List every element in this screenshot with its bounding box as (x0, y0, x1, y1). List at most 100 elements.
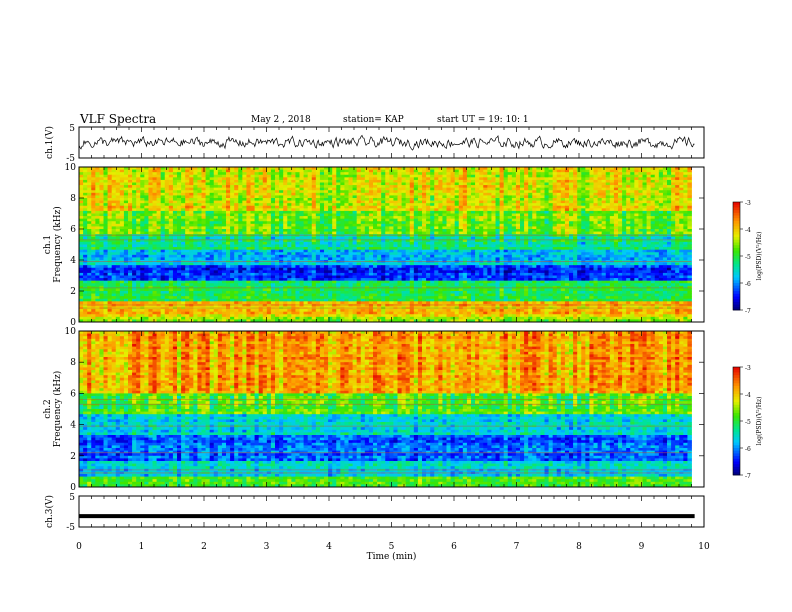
spectrogram-cell (140, 177, 145, 181)
spectrogram-cell (548, 241, 554, 245)
spectrogram-cell (205, 174, 211, 178)
spectrogram-cell (381, 174, 386, 178)
spectrogram-cell (389, 200, 394, 204)
spectrogram-cell (671, 236, 676, 240)
spectrogram-cell (254, 203, 260, 207)
spectrogram-cell (238, 229, 243, 232)
spectrogram-cell (552, 179, 558, 183)
spectrogram-cell (417, 221, 423, 225)
spectrogram-cell (589, 239, 594, 243)
spectrogram-cell (548, 167, 554, 170)
spectrogram-cell (360, 200, 366, 204)
spectrogram-cell (368, 231, 374, 235)
spectrogram-cell (679, 190, 684, 194)
spectrogram-cell (638, 200, 643, 204)
spectrogram-cell (491, 182, 496, 186)
spectrogram-cell (515, 187, 521, 191)
spectrogram-cell (205, 187, 211, 191)
spectrogram-cell (230, 210, 235, 214)
spectrogram-cell (593, 241, 598, 245)
spectrogram-cell (556, 205, 562, 209)
spectrogram-cell (119, 198, 125, 201)
spectrogram-cell (605, 213, 611, 217)
spectrogram-cell (515, 185, 521, 189)
spectrogram-cell (638, 216, 643, 220)
spectrogram-cell (503, 167, 509, 170)
spectrogram-cell (466, 239, 472, 243)
spectrogram-cell (524, 190, 529, 194)
spectrogram-cell (352, 249, 358, 253)
spectrogram-cell (671, 169, 676, 173)
spectrogram-cell (295, 234, 300, 238)
spectrogram-cell (593, 200, 598, 204)
spectrogram-cell (679, 192, 684, 196)
spectrogram-cell (454, 172, 460, 176)
spectrogram-cell (291, 190, 296, 194)
spectrogram-cell (597, 216, 603, 220)
spectrogram-cell (234, 187, 239, 191)
spectrogram-cell (683, 167, 688, 170)
spectrogram-cell (266, 167, 272, 170)
spectrogram-cell (123, 200, 129, 204)
spectrogram-cell (99, 205, 104, 209)
spectrogram-cell (250, 247, 255, 251)
spectrogram-cell (164, 192, 170, 196)
spectrogram-cell (291, 236, 296, 240)
spectrogram-cell (507, 198, 513, 201)
spectrogram-cell (401, 221, 407, 225)
spectrogram-cell (499, 179, 505, 183)
spectrogram-cell (540, 231, 545, 235)
spectrogram-cell (144, 177, 149, 181)
spectrogram-cell (328, 223, 333, 227)
spectrogram-cell (622, 172, 627, 176)
spectrogram-cell (111, 213, 117, 217)
spectrogram-cell (540, 167, 545, 170)
spectrogram-cell (258, 192, 264, 196)
spectrogram-cell (246, 210, 251, 214)
spectrogram-cell (483, 177, 488, 181)
spectrogram-cell (283, 226, 288, 230)
spectrogram-cell (528, 205, 533, 209)
spectrogram-cell (311, 213, 317, 217)
spectrogram-cell (462, 203, 468, 207)
spectrogram-cell (99, 203, 104, 207)
spectrogram-cell (123, 169, 129, 173)
spectrogram-cell (524, 205, 529, 209)
spectrogram-cell (556, 192, 562, 196)
spectrogram-cell (569, 244, 574, 248)
spectrogram-cell (560, 241, 566, 245)
spectrogram-cell (503, 223, 509, 227)
spectrogram-cell (679, 203, 684, 207)
spectrogram-cell (548, 195, 554, 199)
spectrogram-cell (332, 192, 337, 196)
spectrogram-cell (377, 185, 382, 189)
spectrogram-cell (79, 234, 84, 238)
spectrogram-cell (368, 182, 374, 186)
spectrogram-cell (156, 218, 162, 222)
spectrogram-cell (687, 169, 692, 173)
spectrogram-cell (479, 218, 484, 222)
spectrogram-cell (217, 182, 223, 186)
spectrogram-cell (168, 167, 174, 170)
spectrogram-cell (532, 198, 537, 201)
spectrogram-cell (524, 213, 529, 217)
spectrogram-cell (148, 210, 153, 214)
spectrogram-cell (262, 179, 268, 183)
spectrogram-cell (450, 239, 456, 243)
spectrogram-cell (368, 198, 374, 201)
spectrogram-cell (201, 198, 206, 201)
spectrogram-cell (581, 192, 586, 196)
spectrogram-cell (422, 234, 427, 238)
spectrogram-cell (103, 187, 108, 191)
spectrogram-cell (193, 167, 198, 170)
spectrogram-cell (515, 172, 521, 176)
spectrogram-cell (266, 249, 272, 253)
spectrogram-cell (667, 167, 672, 170)
spectrogram-cell (573, 203, 578, 207)
spectrogram-cell (413, 213, 419, 217)
spectrogram-cell (405, 187, 411, 191)
spectrogram-cell (626, 229, 631, 232)
spectrogram-cell (446, 223, 451, 227)
spectrogram-cell (479, 190, 484, 194)
spectrogram-cell (168, 247, 174, 251)
